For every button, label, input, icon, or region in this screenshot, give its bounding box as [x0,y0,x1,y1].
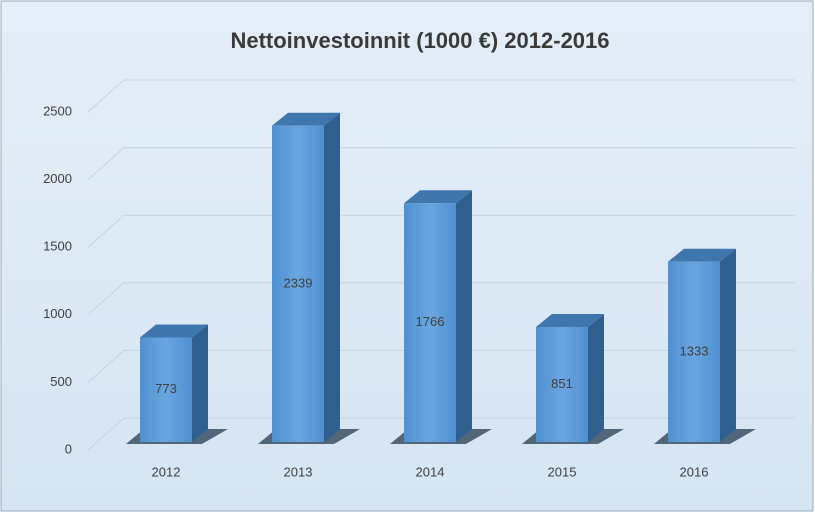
x-tick-label: 2013 [284,464,313,479]
grid-line [87,147,795,180]
grid-line [87,79,795,113]
y-tick-label: 2500 [43,103,72,118]
chart-title: Nettoinvestoinnit (1000 €) 2012-2016 [230,28,609,53]
bar-top [668,248,736,262]
y-tick-label: 2000 [43,171,72,186]
bar-top [404,190,472,204]
bar-top [536,313,604,327]
bar [668,261,720,442]
grid-line [87,282,795,316]
y-tick-label: 500 [50,374,72,389]
x-tick-label: 2016 [680,464,709,479]
y-tick-label: 1500 [43,239,72,254]
x-tick-label: 2015 [548,464,577,479]
bar [536,326,588,442]
data-label: 1766 [416,314,445,329]
x-tick-label: 2012 [152,464,181,479]
bar [272,125,324,442]
data-label: 851 [551,376,573,391]
data-label: 2339 [284,275,313,290]
bar-top [272,112,340,126]
y-tick-label: 1000 [43,306,72,321]
bar-side [720,248,736,442]
bar-side [588,313,604,442]
grid-line [87,214,795,248]
bar [404,203,456,442]
x-tick-label: 2014 [416,464,445,479]
bar-side [192,324,208,442]
data-label: 1333 [680,343,709,358]
bar-side [456,190,472,442]
bar-top [140,324,208,338]
data-label: 773 [155,381,177,396]
y-tick-label: 0 [65,441,72,456]
bar-side [324,112,340,442]
bar [140,337,192,442]
